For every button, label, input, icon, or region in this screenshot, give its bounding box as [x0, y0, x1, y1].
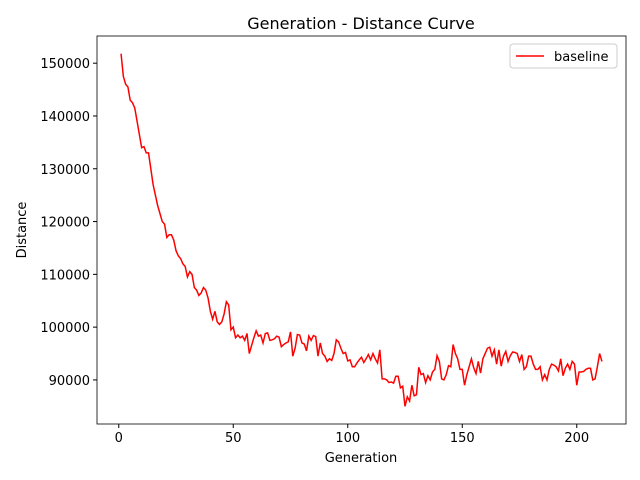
y-axis-label: Distance: [15, 202, 30, 259]
y-tick-label: 140000: [40, 110, 90, 125]
y-tick-label: 100000: [40, 321, 90, 336]
y-tick-label: 90000: [49, 374, 90, 389]
x-tick-label: 100: [335, 431, 360, 446]
legend-label: baseline: [554, 50, 608, 65]
x-tick-label: 50: [225, 431, 242, 446]
legend-box: [509, 43, 618, 69]
y-tick-label: 130000: [40, 163, 90, 178]
y-tick-label: 110000: [40, 268, 90, 283]
y-tick-label: 120000: [40, 216, 90, 231]
chart-title: Generation - Distance Curve: [247, 14, 474, 33]
x-axis-label: Generation: [325, 451, 398, 466]
x-tick-label: 0: [115, 431, 123, 446]
y-tick-label: 150000: [40, 57, 90, 72]
line-series: [120, 53, 603, 407]
plot-frame: [96, 35, 627, 425]
x-tick-label: 150: [450, 431, 475, 446]
x-tick-label: 200: [564, 431, 589, 446]
